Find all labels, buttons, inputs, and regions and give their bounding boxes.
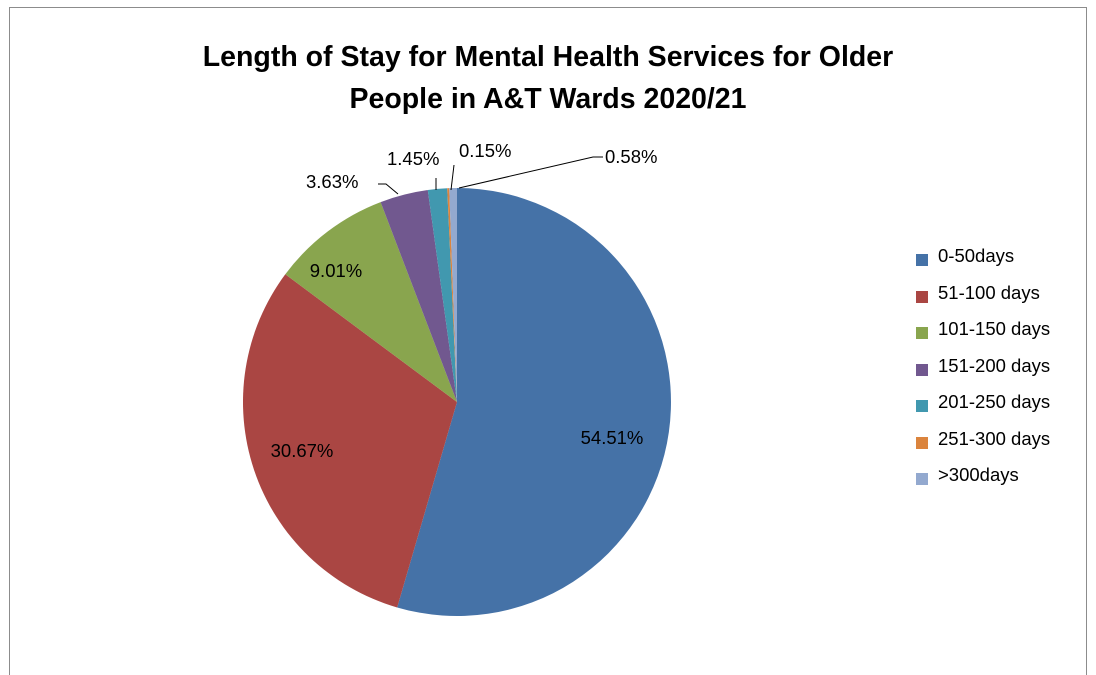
pie-slice-1 xyxy=(397,188,671,617)
legend-label-1: 0-50days xyxy=(938,245,1015,266)
legend-label-6: 251-300 days xyxy=(938,427,1051,449)
pie-slice-7 xyxy=(449,188,457,402)
legend-swatch-3 xyxy=(916,327,928,339)
legend-swatch-6 xyxy=(916,436,928,449)
legend-label-3: 101-150 days xyxy=(938,318,1051,339)
legend-label-7: >300days xyxy=(938,464,1019,485)
legend-swatch-1 xyxy=(916,254,928,266)
leader-line-4 xyxy=(378,183,399,195)
legend-label-2: 51-100 days xyxy=(938,281,1040,303)
pie-slice-6 xyxy=(447,188,457,402)
data-label-6: 0.15% xyxy=(459,140,511,161)
legend-swatch-2 xyxy=(916,290,928,303)
chart-title: Length of Stay for Mental Health Service… xyxy=(0,36,1096,120)
leader-line-6 xyxy=(450,164,455,191)
legend-swatch-7 xyxy=(916,473,928,485)
legend-swatch-5 xyxy=(916,400,928,412)
pie-slice-4 xyxy=(380,190,457,402)
data-label-2: 30.67% xyxy=(271,440,334,461)
legend-label-5: 201-250 days xyxy=(938,391,1051,412)
pie-slice-5 xyxy=(427,188,457,402)
data-label-7: 0.58% xyxy=(605,146,657,167)
data-label-1: 54.51% xyxy=(581,427,644,448)
chart-title-line-1: Length of Stay for Mental Health Service… xyxy=(202,41,894,73)
data-label-4: 3.63% xyxy=(306,171,358,192)
leader-line-7 xyxy=(458,156,603,189)
data-label-3: 9.01% xyxy=(310,260,362,281)
chart-title-line-2: People in A&T Wards 2020/21 xyxy=(349,83,747,115)
pie-slice-3 xyxy=(285,202,457,402)
legend-swatch-4 xyxy=(916,363,928,376)
data-label-5: 1.45% xyxy=(387,148,439,169)
pie-slice-2 xyxy=(242,274,457,608)
legend-label-4: 151-200 days xyxy=(938,354,1051,376)
